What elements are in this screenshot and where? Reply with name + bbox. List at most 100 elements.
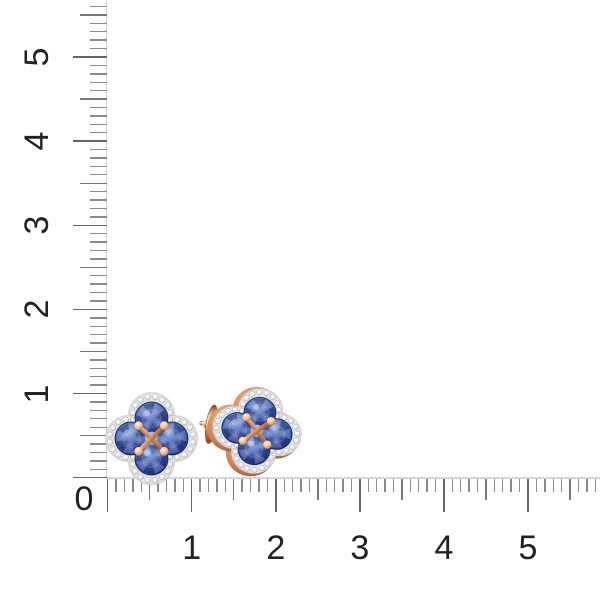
ruler-tick-mm — [123, 479, 126, 492]
halo-diamond — [268, 454, 275, 461]
ruler-tick-half-cm — [401, 479, 403, 500]
ruler-tick-mm — [89, 275, 107, 277]
halo-diamond — [281, 414, 288, 421]
ruler-tick-half-cm — [149, 479, 151, 500]
halo-diamond — [187, 446, 194, 453]
ruler-tick-mm — [115, 479, 117, 492]
gold-prong-ball — [134, 446, 144, 456]
ruler-tick-mm — [89, 325, 107, 327]
halo-diamond — [122, 454, 129, 461]
halo-diamond — [232, 449, 239, 455]
halo-diamond — [214, 418, 221, 424]
h-ruler-number-5: 5 — [518, 529, 538, 567]
halo-diamond — [159, 396, 166, 403]
ruler-tick-mm — [89, 300, 107, 302]
halo-diamond — [106, 431, 113, 438]
ruler-tick-mm — [89, 39, 107, 41]
ruler-tick-half-cm — [79, 98, 107, 100]
ruler-tick-mm — [493, 479, 496, 492]
ruler-tick-cm — [191, 479, 193, 512]
ruler-tick-mm — [460, 479, 462, 492]
ruler-tick-mm — [89, 291, 107, 294]
ruler-tick-mm — [300, 479, 302, 492]
ruler-tick-cm — [72, 477, 107, 479]
h-ruler-number-2: 2 — [266, 529, 286, 567]
h-ruler-number-1: 1 — [182, 529, 202, 567]
ruler-tick-mm — [468, 479, 470, 492]
halo-diamond — [233, 456, 240, 462]
ruler-tick-mm — [89, 426, 107, 428]
ruler-tick-half-cm — [317, 479, 319, 500]
ruler-tick-mm — [140, 479, 142, 492]
ruler-tick-mm — [89, 376, 107, 378]
ruler-tick-mm — [510, 479, 512, 492]
ruler-tick-mm — [89, 241, 107, 243]
ruler-tick-mm — [89, 468, 107, 470]
ruler-tick-mm — [594, 479, 596, 492]
ruler-tick-mm — [518, 479, 521, 492]
ruler-tick-mm — [89, 451, 107, 454]
ruler-tick-mm — [132, 479, 134, 492]
ruler-tick-mm — [291, 479, 294, 492]
gold-prong-ball — [238, 436, 248, 445]
ruler-tick-mm — [89, 89, 107, 92]
ruler-tick-mm — [577, 479, 580, 492]
halo-diamond — [226, 441, 233, 448]
ruler-tick-mm — [89, 174, 107, 176]
halo-diamond — [213, 425, 220, 431]
halo-diamond — [274, 400, 281, 406]
halo-diamond — [115, 419, 122, 426]
halo-diamond — [224, 408, 231, 414]
halo-diamond — [174, 454, 181, 461]
gold-prongs — [134, 421, 169, 456]
h-ruler-number-3: 3 — [350, 529, 370, 567]
ruler-tick-mm — [241, 479, 243, 492]
halo-diamond — [243, 395, 250, 402]
halo-diamond — [159, 474, 166, 481]
halo-diamond — [190, 439, 197, 446]
halo-diamond — [115, 451, 122, 458]
halo-diamond — [270, 394, 276, 401]
halo-diamond — [164, 402, 171, 409]
ruler-tick-mm — [476, 479, 479, 492]
ruler-tick-mm — [89, 73, 107, 75]
halo-diamond — [238, 461, 244, 468]
ruler-tick-cm — [443, 479, 445, 512]
halo-diamond — [174, 416, 181, 423]
ruler-tick-mm — [89, 123, 107, 125]
ruler-tick-mm — [89, 148, 107, 151]
ruler-tick-mm — [89, 157, 107, 159]
halo-diamond — [132, 468, 139, 475]
ruler-tick-mm — [157, 479, 159, 492]
ruler-tick-cm — [72, 308, 107, 311]
halo-diamond — [152, 393, 159, 400]
ruler-tick-mm — [249, 479, 252, 492]
halo-diamond — [152, 477, 159, 484]
ruler-tick-mm — [502, 479, 504, 492]
ruler-tick-mm — [89, 207, 107, 210]
ruler-tick-mm — [89, 106, 107, 109]
ruler-tick-mm — [333, 479, 336, 492]
halo-diamond — [232, 407, 238, 413]
halo-diamond — [137, 474, 144, 481]
ruler-tick-mm — [418, 479, 420, 492]
ruler-tick-mm — [434, 479, 437, 492]
ruler-tick-mm — [89, 409, 107, 412]
halo-diamond — [288, 418, 294, 424]
ruler-tick-mm — [89, 317, 107, 319]
halo-diamond — [181, 451, 188, 458]
ruler-tick-mm — [350, 479, 353, 492]
ruler-tick-mm — [89, 190, 107, 193]
ruler-tick-mm — [89, 81, 107, 83]
ruler-tick-mm — [535, 479, 538, 492]
halo-diamond — [129, 461, 136, 468]
halo-diamond — [144, 477, 151, 484]
ruler-tick-mm — [89, 5, 107, 8]
vertical-ruler-line — [105, 0, 107, 478]
halo-diamond — [187, 424, 194, 431]
ruler-tick-mm — [89, 401, 107, 403]
ruler-tick-half-cm — [79, 434, 107, 437]
